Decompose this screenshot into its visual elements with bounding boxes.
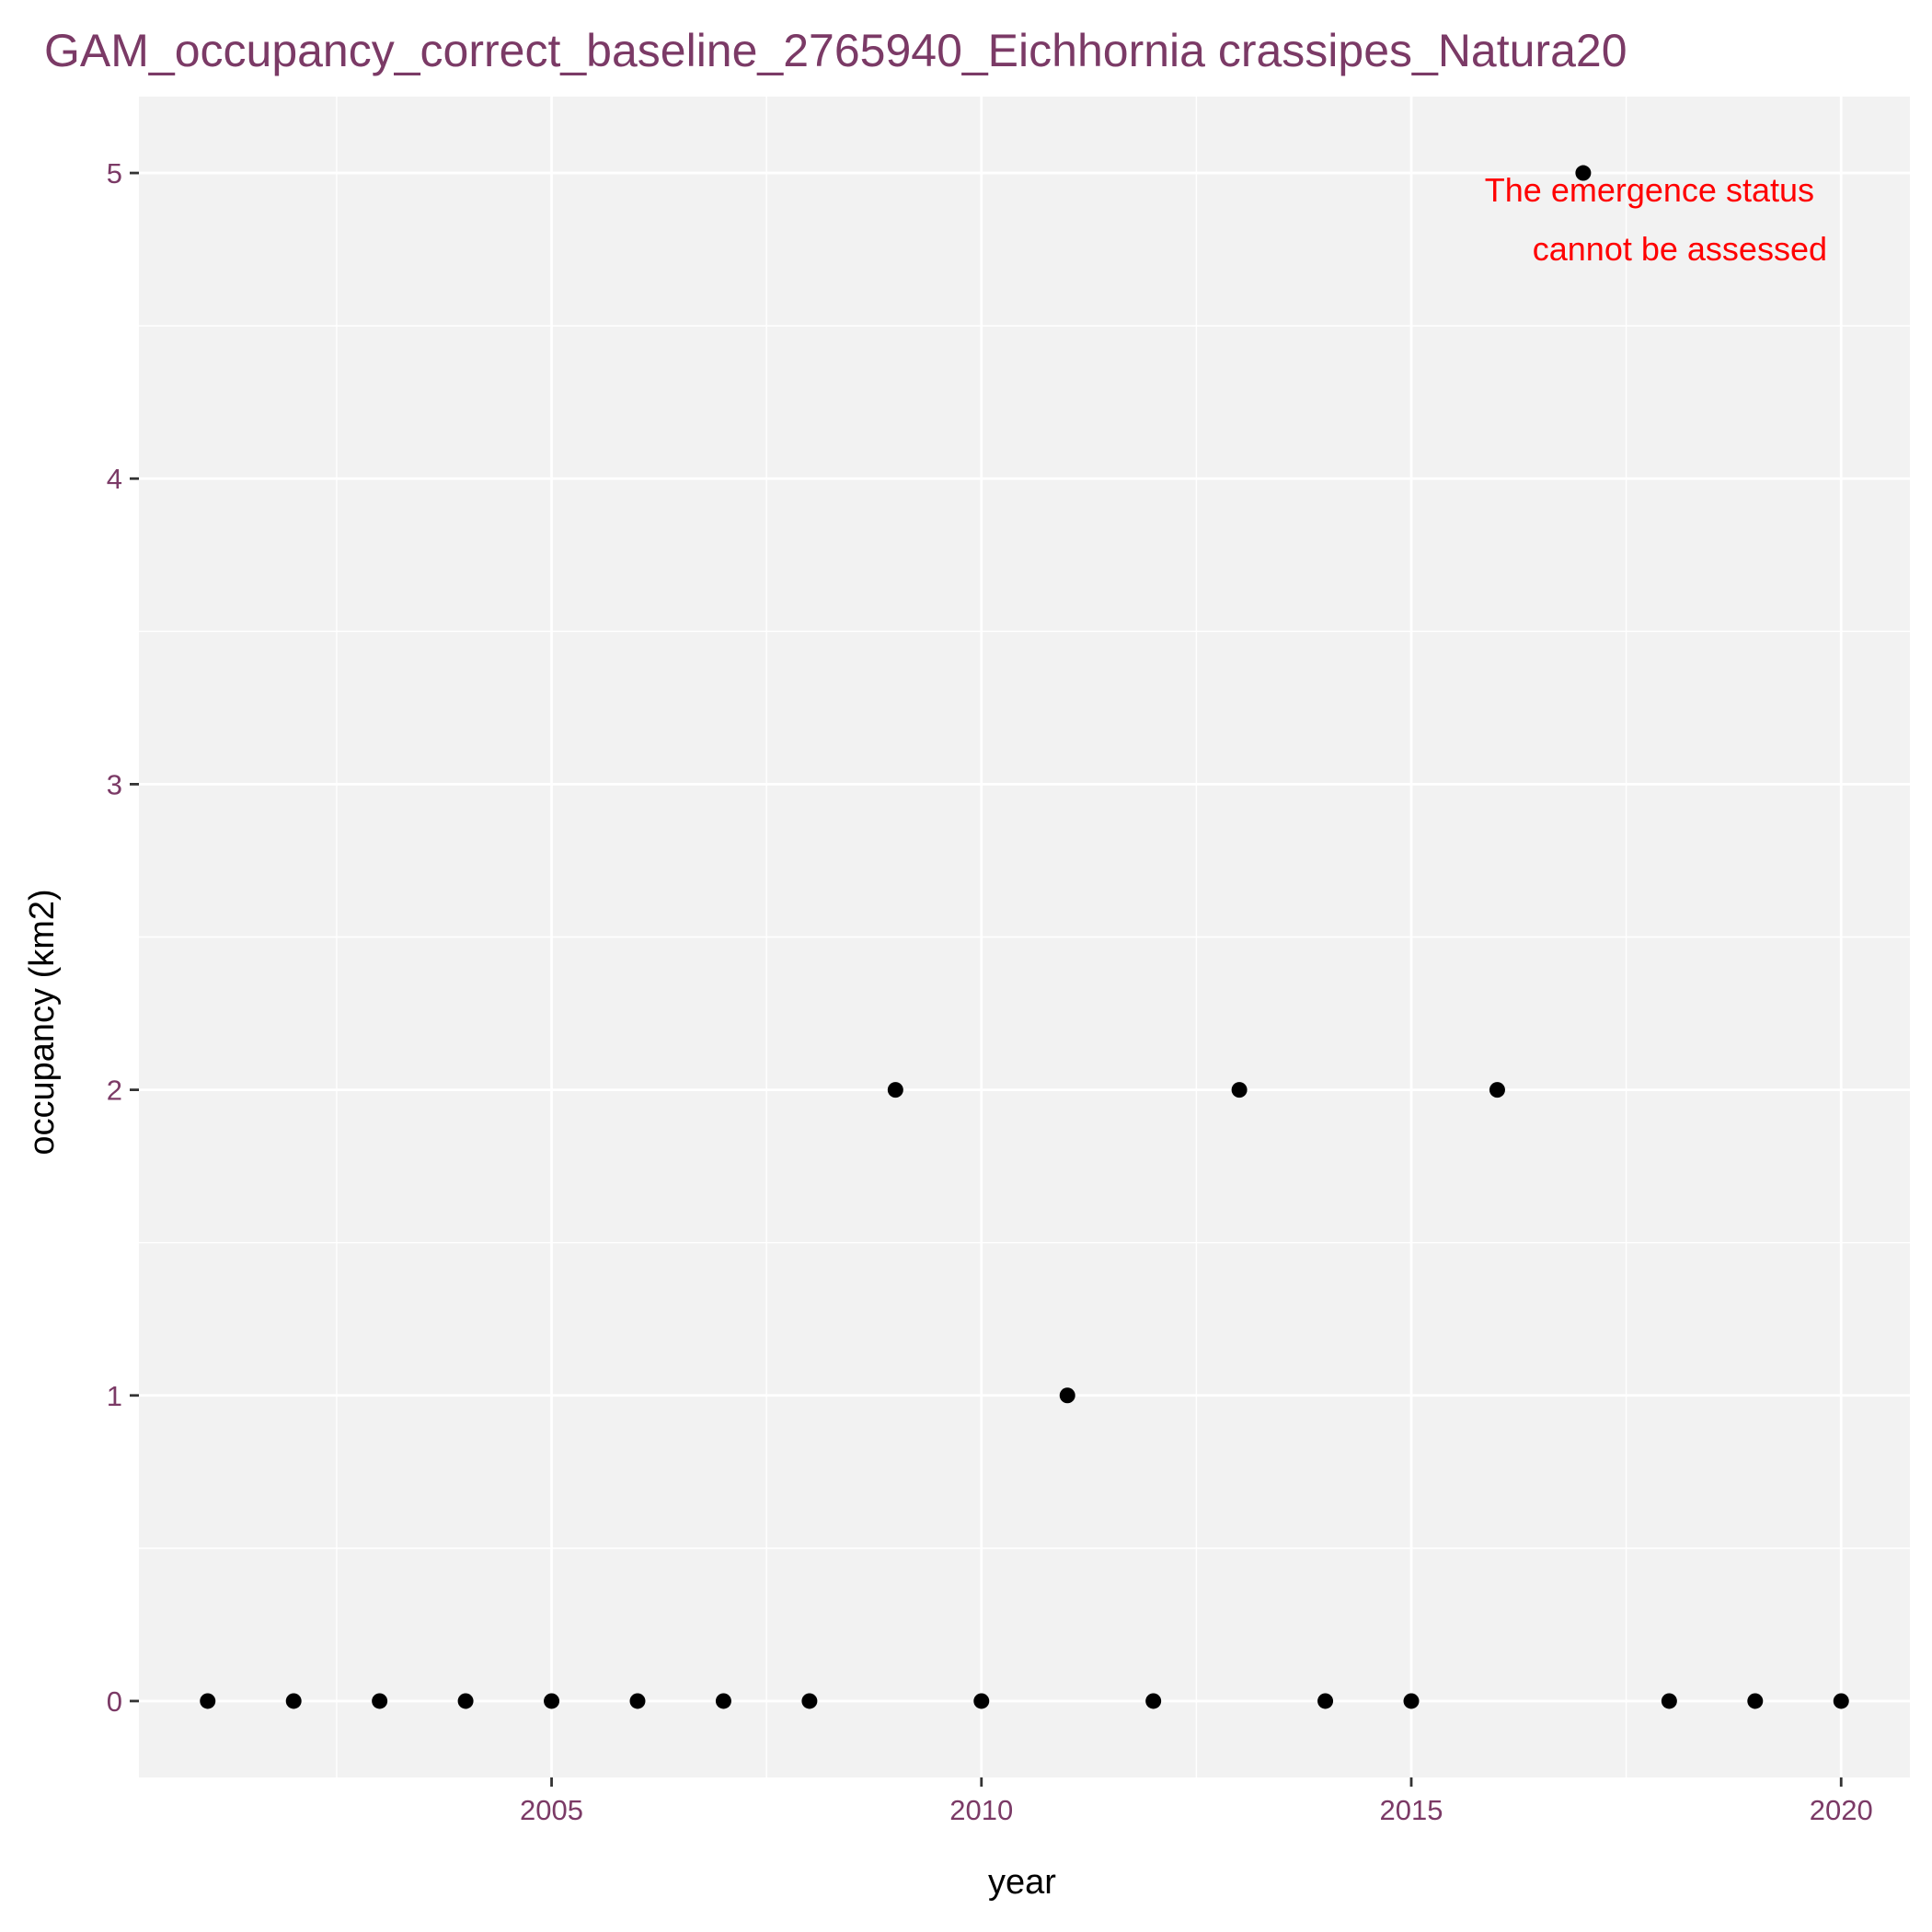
data-point xyxy=(801,1693,818,1709)
major-gridlines xyxy=(139,97,1910,1777)
data-point xyxy=(285,1693,302,1709)
data-point xyxy=(372,1693,388,1709)
y-tick-label: 2 xyxy=(107,1075,122,1107)
x-tick-label: 2015 xyxy=(1380,1794,1443,1826)
y-tick-label: 3 xyxy=(107,768,122,800)
x-tick-label: 2010 xyxy=(949,1794,1013,1826)
data-point xyxy=(200,1693,216,1709)
data-point xyxy=(1747,1693,1764,1709)
x-tick-label: 2005 xyxy=(520,1794,583,1826)
y-tick-label: 0 xyxy=(107,1685,122,1718)
y-tick-label: 4 xyxy=(107,463,122,495)
y-axis-title: occupancy (km2) xyxy=(23,889,62,1155)
x-tick-label: 2020 xyxy=(1810,1794,1873,1826)
chart-title: GAM_occupancy_correct_baseline_2765940_E… xyxy=(44,25,1627,76)
y-tick-label: 1 xyxy=(107,1380,122,1412)
data-point xyxy=(1833,1693,1849,1709)
data-point xyxy=(1145,1693,1162,1709)
data-point xyxy=(544,1693,560,1709)
y-tick-label: 5 xyxy=(107,157,122,190)
data-point xyxy=(973,1693,990,1709)
data-point xyxy=(1231,1082,1248,1098)
data-point xyxy=(887,1082,903,1098)
data-point xyxy=(1317,1693,1334,1709)
x-axis: 2005 2010 2015 2020 xyxy=(520,1777,1873,1826)
data-point xyxy=(629,1693,646,1709)
minor-gridlines xyxy=(139,97,1910,1777)
annotation-group: The emergence status cannot be assessed xyxy=(1485,171,1827,268)
data-points xyxy=(200,165,1849,1709)
y-axis: 0 1 2 3 4 5 xyxy=(107,157,139,1718)
data-point xyxy=(1661,1693,1677,1709)
annotation-line-2: cannot be assessed xyxy=(1533,230,1827,268)
data-point xyxy=(1059,1387,1075,1404)
annotation-line-1: The emergence status xyxy=(1485,171,1814,209)
data-point xyxy=(1489,1082,1505,1098)
x-axis-title: year xyxy=(988,1863,1056,1902)
data-point xyxy=(1403,1693,1420,1709)
data-point xyxy=(715,1693,731,1709)
data-point xyxy=(457,1693,474,1709)
data-point xyxy=(1575,165,1592,181)
